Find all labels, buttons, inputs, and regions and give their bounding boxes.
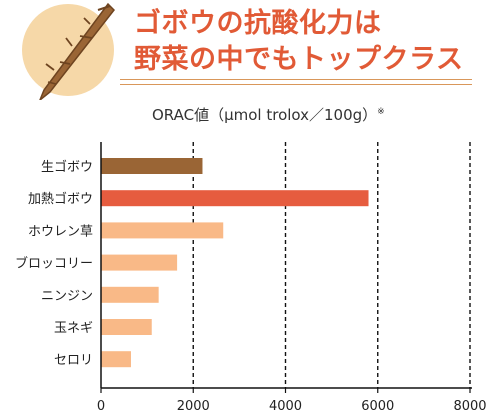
x-tick-label: 0 [97, 399, 105, 414]
bar [101, 351, 131, 368]
chart-unit-label: ORAC値（μmol trolox／100g）※ [152, 104, 385, 125]
category-label: 生ゴボウ [41, 159, 93, 175]
title-line-1: ゴボウの抗酸化力は [134, 8, 382, 39]
bar [101, 319, 152, 335]
title-line-2: 野菜の中でもトップクラス [134, 44, 464, 75]
x-tick-label: 6000 [361, 399, 394, 414]
title-rule-top [120, 79, 472, 80]
bar [101, 222, 224, 239]
category-label: ホウレン草 [28, 224, 93, 239]
bar [101, 254, 178, 271]
category-label: 玉ネギ [54, 321, 93, 336]
bar [101, 158, 203, 174]
header: ゴボウの抗酸化力は 野菜の中でもトップクラス [0, 0, 500, 100]
x-tick-label: 8000 [453, 399, 486, 414]
title-rule-bottom [120, 84, 472, 85]
category-label: ニンジン [41, 289, 93, 304]
category-label: セロリ [54, 353, 93, 368]
footnote-mark: ※ [377, 107, 385, 117]
bar [101, 190, 369, 207]
category-label: ブロッコリー [15, 256, 93, 272]
x-tick-label: 4000 [269, 399, 302, 414]
page-title: ゴボウの抗酸化力は 野菜の中でもトップクラス [134, 6, 463, 78]
bar [101, 286, 159, 303]
x-tick-label: 2000 [177, 399, 210, 414]
burdock-root-icon [39, 2, 115, 100]
category-label: 加熱ゴボウ [28, 191, 93, 207]
unit-text: ORAC値（μmol trolox／100g） [152, 106, 378, 124]
